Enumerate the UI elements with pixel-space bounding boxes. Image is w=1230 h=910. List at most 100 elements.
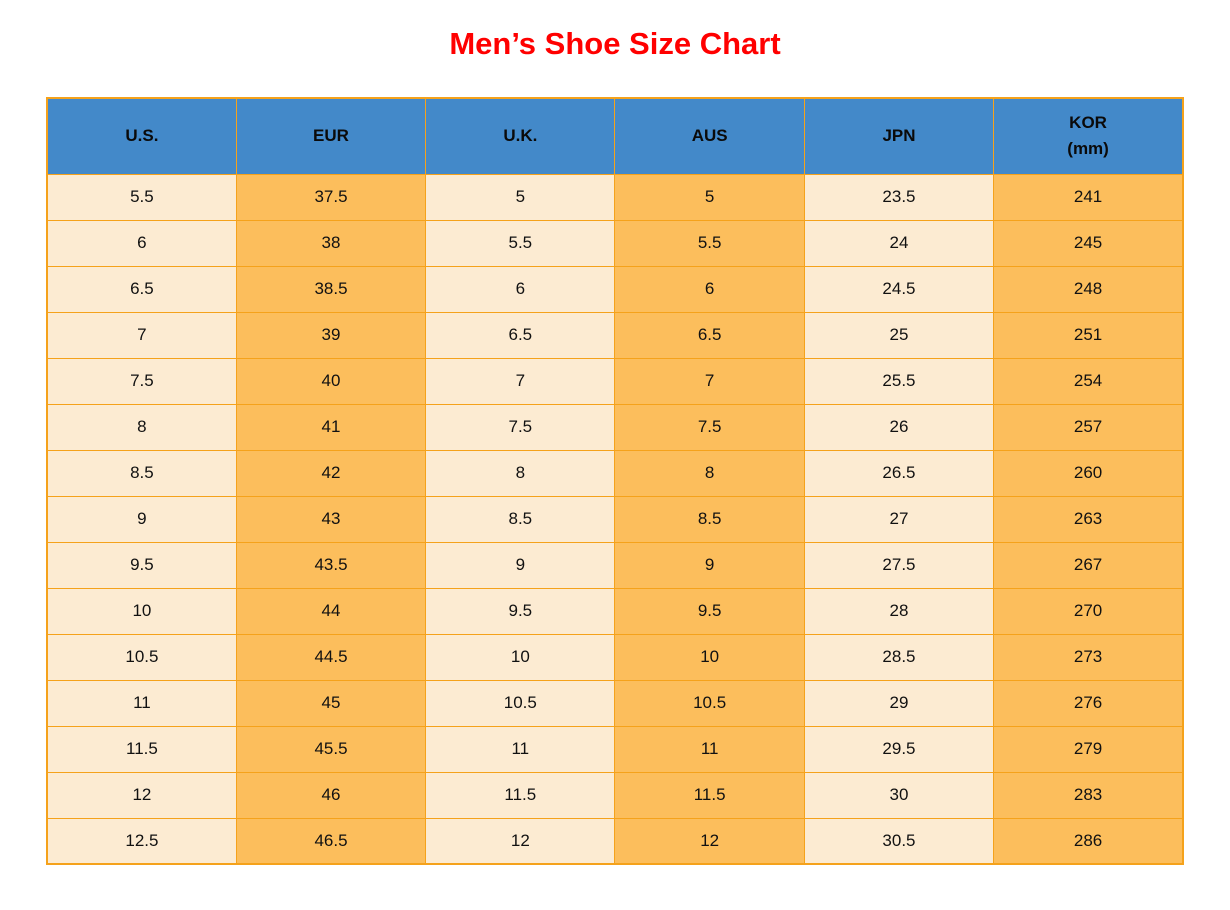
table-row: 11.5 45.5 11 11 29.5 279 xyxy=(46,725,1184,773)
table-cell: 38 xyxy=(235,219,427,267)
table-cell: 8 xyxy=(425,449,616,497)
table-cell: 8.5 xyxy=(46,449,237,497)
table-row: 8 41 7.5 7.5 26 257 xyxy=(46,403,1184,451)
table-cell: 23.5 xyxy=(803,173,995,221)
table-cell: 9 xyxy=(614,541,805,589)
table-cell: 24 xyxy=(803,219,995,267)
column-header-label: KOR xyxy=(1069,112,1107,132)
table-row: 7.5 40 7 7 25.5 254 xyxy=(46,357,1184,405)
table-cell: 6 xyxy=(425,265,616,313)
table-cell: 5.5 xyxy=(425,219,616,267)
table-cell: 11.5 xyxy=(425,771,616,819)
table-cell: 7.5 xyxy=(46,357,237,405)
table-row: 5.5 37.5 5 5 23.5 241 xyxy=(46,173,1184,221)
table-row: 10 44 9.5 9.5 28 270 xyxy=(46,587,1184,635)
table-cell: 7 xyxy=(46,311,237,359)
table-cell: 29.5 xyxy=(803,725,995,773)
table-cell: 25 xyxy=(803,311,995,359)
table-cell: 8 xyxy=(46,403,237,451)
table-cell: 245 xyxy=(993,219,1184,267)
table-cell: 6 xyxy=(614,265,805,313)
table-cell: 10 xyxy=(425,633,616,681)
table-cell: 8 xyxy=(614,449,805,497)
table-cell: 260 xyxy=(993,449,1184,497)
table-cell: 5 xyxy=(425,173,616,221)
table-cell: 6.5 xyxy=(614,311,805,359)
table-cell: 30 xyxy=(803,771,995,819)
column-header-label: U.K. xyxy=(503,126,538,146)
column-header-aus: AUS xyxy=(614,97,805,175)
page-title: Men’s Shoe Size Chart xyxy=(449,26,781,61)
table-cell: 279 xyxy=(993,725,1184,773)
table-row: 9 43 8.5 8.5 27 263 xyxy=(46,495,1184,543)
column-header-label: (mm) xyxy=(1067,139,1109,159)
table-row: 11 45 10.5 10.5 29 276 xyxy=(46,679,1184,727)
table-body: 5.5 37.5 5 5 23.5 241 6 38 5.5 5.5 24 245 6.5 38.5 6 6 2… xyxy=(46,173,1184,865)
table-cell: 9.5 xyxy=(614,587,805,635)
table-cell: 26.5 xyxy=(803,449,995,497)
column-header-label: U.S. xyxy=(125,126,159,146)
table-cell: 41 xyxy=(235,403,427,451)
table-cell: 5 xyxy=(614,173,805,221)
table-cell: 8.5 xyxy=(614,495,805,543)
column-header-kor-mm: KOR (mm) xyxy=(993,97,1184,175)
table-cell: 24.5 xyxy=(803,265,995,313)
shoe-size-table-container: U.S. EUR U.K. AUS JPN KOR (mm) 5.5 37.5 5 5 23.5 24… xyxy=(46,97,1184,865)
table-cell: 9.5 xyxy=(46,541,237,589)
table-cell: 6.5 xyxy=(425,311,616,359)
table-cell: 241 xyxy=(993,173,1184,221)
table-cell: 7 xyxy=(425,357,616,405)
table-cell: 9 xyxy=(46,495,237,543)
table-cell: 10.5 xyxy=(46,633,237,681)
table-header: U.S. EUR U.K. AUS JPN KOR (mm) xyxy=(46,97,1184,175)
table-cell: 10.5 xyxy=(614,679,805,727)
table-cell: 263 xyxy=(993,495,1184,543)
table-cell: 5.5 xyxy=(614,219,805,267)
table-cell: 9.5 xyxy=(425,587,616,635)
table-cell: 28.5 xyxy=(803,633,995,681)
table-cell: 7.5 xyxy=(614,403,805,451)
shoe-size-table: U.S. EUR U.K. AUS JPN KOR (mm) 5.5 37.5 5 5 23.5 24… xyxy=(46,97,1184,865)
table-cell: 267 xyxy=(993,541,1184,589)
table-cell: 12 xyxy=(425,817,616,865)
table-cell: 248 xyxy=(993,265,1184,313)
table-cell: 10.5 xyxy=(425,679,616,727)
table-cell: 44.5 xyxy=(235,633,427,681)
table-row: 6 38 5.5 5.5 24 245 xyxy=(46,219,1184,267)
column-header-eur: EUR xyxy=(235,97,427,175)
table-cell: 10 xyxy=(46,587,237,635)
table-cell: 11 xyxy=(614,725,805,773)
table-cell: 11 xyxy=(425,725,616,773)
column-header-u-s: U.S. xyxy=(46,97,237,175)
table-cell: 11.5 xyxy=(46,725,237,773)
table-cell: 45.5 xyxy=(235,725,427,773)
column-header-u-k: U.K. xyxy=(425,97,616,175)
table-cell: 37.5 xyxy=(235,173,427,221)
table-cell: 5.5 xyxy=(46,173,237,221)
table-cell: 251 xyxy=(993,311,1184,359)
table-cell: 12 xyxy=(46,771,237,819)
table-row: 12 46 11.5 11.5 30 283 xyxy=(46,771,1184,819)
table-cell: 283 xyxy=(993,771,1184,819)
table-cell: 26 xyxy=(803,403,995,451)
table-cell: 11.5 xyxy=(614,771,805,819)
table-cell: 12 xyxy=(614,817,805,865)
table-row: 10.5 44.5 10 10 28.5 273 xyxy=(46,633,1184,681)
table-cell: 45 xyxy=(235,679,427,727)
table-cell: 46 xyxy=(235,771,427,819)
table-row: 12.5 46.5 12 12 30.5 286 xyxy=(46,817,1184,865)
table-row: 6.5 38.5 6 6 24.5 248 xyxy=(46,265,1184,313)
table-cell: 39 xyxy=(235,311,427,359)
table-header-row: U.S. EUR U.K. AUS JPN KOR (mm) xyxy=(46,97,1184,175)
table-cell: 27.5 xyxy=(803,541,995,589)
table-cell: 254 xyxy=(993,357,1184,405)
table-cell: 30.5 xyxy=(803,817,995,865)
table-cell: 10 xyxy=(614,633,805,681)
table-cell: 44 xyxy=(235,587,427,635)
table-cell: 9 xyxy=(425,541,616,589)
table-cell: 40 xyxy=(235,357,427,405)
column-header-label: JPN xyxy=(882,126,916,146)
table-cell: 43 xyxy=(235,495,427,543)
table-cell: 276 xyxy=(993,679,1184,727)
table-row: 9.5 43.5 9 9 27.5 267 xyxy=(46,541,1184,589)
